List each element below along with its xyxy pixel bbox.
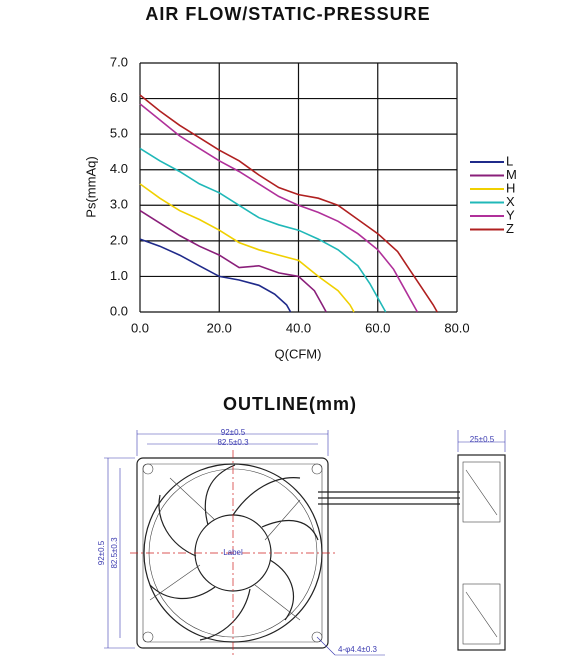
- y-tick-label: 7.0: [110, 54, 128, 69]
- x-tick-label: 60.0: [365, 320, 390, 335]
- y-axis-label: Ps(mmAq): [83, 156, 98, 217]
- series-line: [139, 238, 292, 313]
- legend-label: Z: [506, 221, 514, 236]
- dimension-label: 25±0.5: [470, 435, 495, 444]
- fan-front-view: [104, 430, 460, 656]
- y-tick-label: 2.0: [110, 232, 128, 247]
- dimension-label: 82.5±0.3: [110, 537, 119, 569]
- series-line: [139, 209, 327, 313]
- legend-label: Y: [506, 207, 515, 222]
- plot: 0.0 1.0 2.0 3.0 4.0 5.0 6.0 7.0 0.0 20.0 40.0 60.0 8…: [110, 54, 517, 335]
- dimension-label: 82.5±0.3: [217, 438, 249, 447]
- y-tick-label: 5.0: [110, 126, 128, 141]
- chart-title: AIR FLOW/STATIC-PRESSURE: [145, 4, 430, 24]
- x-tick-label: 0.0: [131, 320, 149, 335]
- legend-label: H: [506, 180, 515, 195]
- y-tick-label: 1.0: [110, 268, 128, 283]
- series-line: [139, 103, 419, 313]
- y-tick-label: 0.0: [110, 303, 128, 318]
- legend-label: M: [506, 167, 517, 182]
- dimension-label: 92±0.5: [97, 540, 106, 565]
- y-tick-label: 3.0: [110, 197, 128, 212]
- hub-label: Label: [223, 548, 243, 557]
- x-axis-label: Q(CFM): [275, 346, 322, 361]
- series-line: [139, 183, 355, 313]
- dimension-label: 4-φ4.4±0.3: [338, 645, 377, 654]
- y-tick-label: 6.0: [110, 90, 128, 105]
- x-tick-label: 80.0: [444, 320, 469, 335]
- x-tick-label: 40.0: [286, 320, 311, 335]
- series-line: [139, 94, 438, 313]
- legend-label: L: [506, 153, 513, 168]
- x-tick-label: 20.0: [207, 320, 232, 335]
- dimension-label: 92±0.5: [221, 428, 246, 437]
- fan-side-view: [457, 430, 506, 651]
- outline-title: OUTLINE(mm): [223, 394, 357, 414]
- legend-label: X: [506, 194, 515, 209]
- y-tick-label: 4.0: [110, 161, 128, 176]
- series-line: [139, 147, 387, 313]
